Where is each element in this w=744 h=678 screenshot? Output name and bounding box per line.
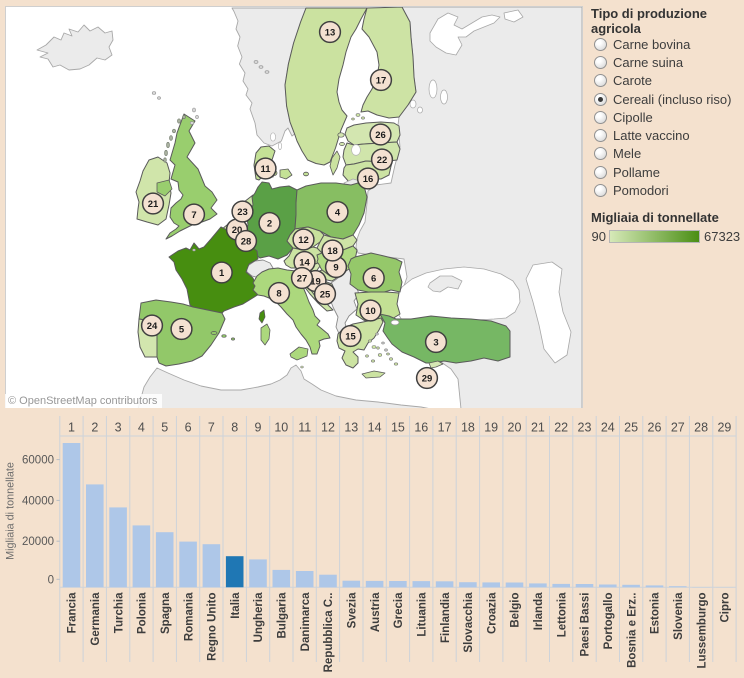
svg-text:14: 14	[299, 257, 310, 268]
svg-text:11: 11	[260, 164, 271, 175]
svg-text:17: 17	[438, 421, 452, 435]
svg-text:20: 20	[232, 225, 243, 236]
svg-text:Francia: Francia	[67, 592, 79, 634]
svg-text:15: 15	[391, 421, 405, 435]
svg-text:20: 20	[508, 421, 522, 435]
svg-text:Slovacchia: Slovacchia	[463, 592, 475, 653]
svg-text:24: 24	[601, 421, 615, 435]
svg-text:5: 5	[161, 421, 168, 435]
svg-text:Romania: Romania	[183, 592, 195, 641]
svg-text:21: 21	[531, 421, 545, 435]
svg-text:21: 21	[148, 199, 159, 210]
svg-text:Belgio: Belgio	[510, 593, 522, 628]
svg-text:22: 22	[554, 421, 568, 435]
svg-text:Irlanda: Irlanda	[533, 592, 545, 630]
svg-text:25: 25	[320, 289, 331, 300]
svg-text:4: 4	[335, 207, 341, 218]
svg-text:27: 27	[671, 421, 685, 435]
svg-text:1: 1	[68, 421, 75, 435]
svg-text:Germania: Germania	[90, 592, 102, 646]
svg-text:23: 23	[578, 421, 592, 435]
svg-text:17: 17	[376, 75, 387, 86]
svg-text:8: 8	[231, 421, 238, 435]
svg-text:18: 18	[327, 246, 338, 257]
svg-text:15: 15	[345, 331, 356, 342]
svg-text:Paesi Bassi: Paesi Bassi	[580, 593, 592, 657]
svg-text:Estonia: Estonia	[650, 592, 662, 634]
svg-text:1: 1	[219, 268, 225, 279]
svg-text:11: 11	[298, 421, 311, 435]
svg-text:8: 8	[276, 288, 281, 299]
svg-text:Regno Unito: Regno Unito	[207, 593, 219, 661]
svg-text:26: 26	[648, 421, 662, 435]
svg-text:10: 10	[365, 306, 376, 317]
svg-text:10: 10	[274, 421, 288, 435]
svg-text:3: 3	[433, 337, 438, 348]
svg-text:6: 6	[185, 421, 192, 435]
svg-text:Repubblica C..: Repubblica C..	[323, 593, 335, 673]
svg-text:Turchia: Turchia	[113, 592, 125, 633]
svg-text:14: 14	[368, 421, 382, 435]
svg-text:Italia: Italia	[230, 592, 242, 619]
svg-text:Portogallo: Portogallo	[603, 593, 615, 650]
svg-text:Austria: Austria	[370, 592, 382, 632]
svg-text:12: 12	[321, 421, 335, 435]
svg-text:2: 2	[91, 421, 98, 435]
svg-text:16: 16	[414, 421, 428, 435]
svg-text:3: 3	[115, 421, 122, 435]
svg-text:4: 4	[138, 421, 145, 435]
svg-text:19: 19	[484, 421, 498, 435]
svg-text:5: 5	[179, 324, 185, 335]
svg-text:26: 26	[375, 130, 386, 141]
svg-text:Danimarca: Danimarca	[300, 592, 312, 651]
svg-text:19: 19	[310, 276, 321, 287]
svg-text:7: 7	[191, 210, 196, 221]
svg-text:28: 28	[694, 421, 708, 435]
svg-text:28: 28	[241, 236, 252, 247]
svg-text:Lettonia: Lettonia	[556, 592, 568, 637]
svg-text:Grecia: Grecia	[393, 592, 405, 628]
svg-text:Spagna: Spagna	[160, 592, 172, 634]
svg-text:29: 29	[422, 373, 433, 384]
svg-text:13: 13	[344, 421, 358, 435]
svg-text:Lituania: Lituania	[417, 592, 429, 637]
svg-text:16: 16	[363, 174, 374, 185]
svg-text:Slovenia: Slovenia	[673, 592, 685, 640]
svg-text:6: 6	[371, 273, 376, 284]
svg-text:Ungheria: Ungheria	[253, 592, 265, 642]
svg-text:9: 9	[255, 421, 262, 435]
svg-text:0: 0	[48, 574, 54, 586]
svg-text:7: 7	[208, 421, 215, 435]
svg-text:Migliaia di tonnellate: Migliaia di tonnellate	[5, 462, 17, 560]
svg-text:12: 12	[298, 235, 309, 246]
svg-text:25: 25	[624, 421, 638, 435]
svg-text:29: 29	[717, 421, 731, 435]
svg-text:27: 27	[297, 273, 308, 284]
svg-text:Croazia: Croazia	[486, 592, 498, 634]
svg-text:13: 13	[325, 27, 336, 38]
svg-text:9: 9	[333, 262, 338, 273]
svg-text:24: 24	[147, 321, 158, 332]
svg-text:2: 2	[267, 218, 272, 229]
svg-text:22: 22	[377, 155, 388, 166]
svg-text:23: 23	[237, 207, 248, 218]
svg-text:Bosnia e Erz..: Bosnia e Erz..	[626, 593, 638, 668]
svg-text:Bulgaria: Bulgaria	[277, 592, 289, 639]
svg-text:18: 18	[461, 421, 475, 435]
svg-text:Finlandia: Finlandia	[440, 592, 452, 643]
svg-text:Polonia: Polonia	[137, 592, 149, 634]
svg-text:Svezia: Svezia	[347, 592, 359, 628]
svg-text:Lussemburgo: Lussemburgo	[696, 593, 708, 669]
svg-text:40000: 40000	[22, 495, 54, 507]
svg-text:Cipro: Cipro	[720, 593, 732, 623]
svg-text:20000: 20000	[22, 536, 54, 548]
svg-text:60000: 60000	[22, 455, 54, 467]
